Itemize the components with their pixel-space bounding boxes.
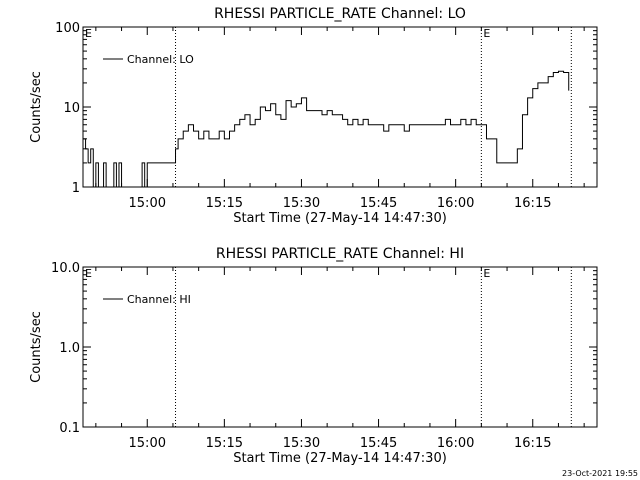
corner-marker-label: E — [85, 267, 92, 280]
x-tick-label: 16:15 — [514, 436, 551, 451]
x-tick-label: 16:00 — [437, 196, 474, 211]
x-tick-label: 15:45 — [360, 436, 397, 451]
y-tick-label: 1.0 — [59, 341, 80, 356]
corner-marker-label: E — [85, 27, 92, 40]
chart-panel-lo: RHESSI PARTICLE_RATE Channel: LO Start Ti… — [29, 6, 598, 226]
y-axis-label: Counts/sec — [29, 71, 44, 143]
y-tick-label: 10.0 — [51, 261, 80, 276]
chart-title: RHESSI PARTICLE_RATE Channel: LO — [214, 6, 466, 22]
x-tick-label: 15:15 — [206, 196, 243, 211]
plot-frame — [82, 266, 598, 428]
series-line-channello — [83, 70, 570, 187]
x-axis-label: Start Time (27-May-14 14:47:30) — [233, 451, 447, 466]
x-tick-label: 15:00 — [129, 196, 166, 211]
chart-panel-hi: RHESSI PARTICLE_RATE Channel: HI Start Ti… — [29, 246, 598, 466]
x-tick-label: 15:30 — [283, 436, 320, 451]
x-tick-label: 15:30 — [283, 196, 320, 211]
y-tick-label: 10 — [63, 101, 80, 116]
chart-title: RHESSI PARTICLE_RATE Channel: HI — [216, 246, 464, 262]
x-tick-label: 16:00 — [437, 436, 474, 451]
y-tick-label: 0.1 — [59, 421, 80, 436]
legend-label: Channel: LO — [127, 53, 194, 66]
x-tick-label: 16:15 — [514, 196, 551, 211]
event-marker-label: E — [483, 267, 490, 280]
plot-timestamp: 23-Oct-2021 19:55 — [562, 469, 638, 478]
x-tick-label: 15:15 — [206, 436, 243, 451]
x-axis-label: Start Time (27-May-14 14:47:30) — [233, 211, 447, 226]
x-tick-label: 15:45 — [360, 196, 397, 211]
y-axis-label: Counts/sec — [29, 311, 44, 383]
y-tick-label: 1 — [72, 181, 80, 196]
y-tick-label: 100 — [55, 21, 80, 36]
legend-label: Channel: HI — [127, 293, 191, 306]
x-tick-label: 15:00 — [129, 436, 166, 451]
event-marker-label: E — [483, 27, 490, 40]
